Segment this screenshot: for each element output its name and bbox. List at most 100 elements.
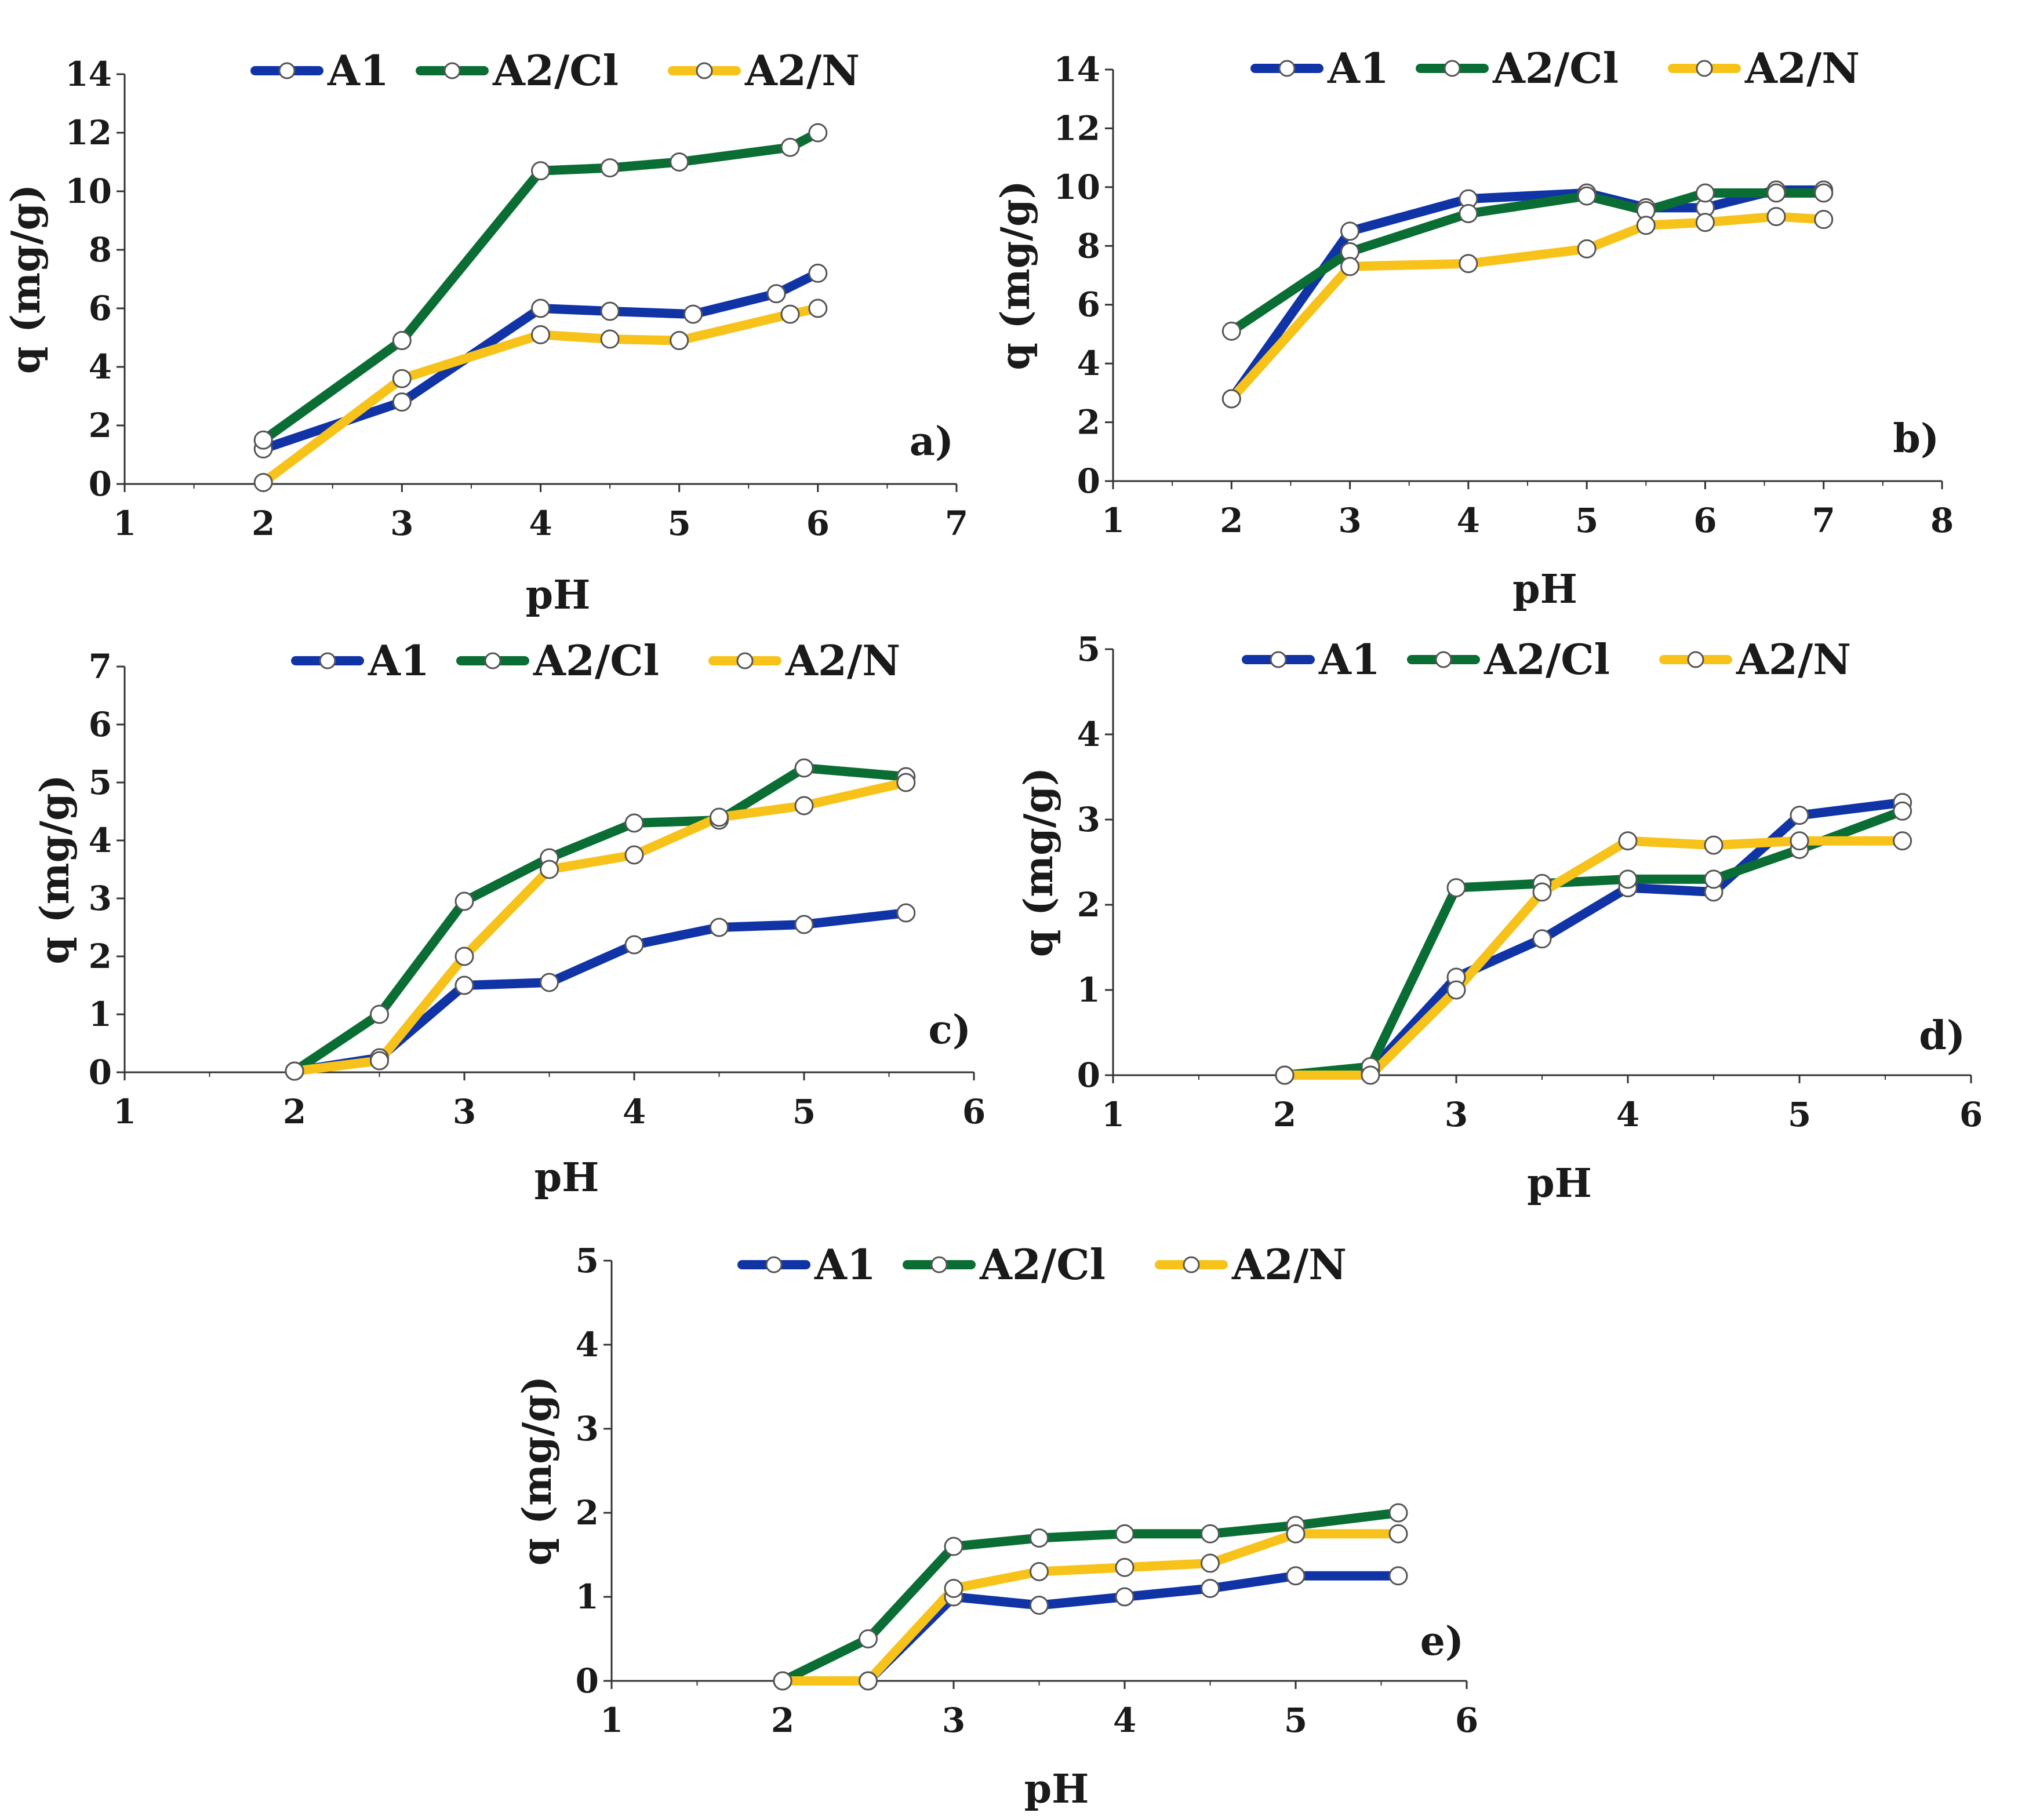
legend-label: A2/Cl [1483,635,1610,684]
data-point-a2-n [1388,1524,1408,1544]
legend: A1 A2/Cl A2/N [737,1240,1347,1289]
data-point-a2-n [600,329,620,349]
y-tick-label: 4 [89,347,112,387]
data-point-a2-n [1446,980,1466,1000]
x-tick-label: 6 [806,504,830,543]
legend-label: A2/N [1744,43,1860,93]
data-point-a2-n [1577,239,1597,259]
data-point-a1 [454,975,474,995]
panel-tag: e) [1420,1618,1464,1665]
panel-tag: b) [1893,416,1939,462]
legend-label: A2/N [1231,1240,1347,1289]
data-point-a2-n [773,1671,792,1691]
data-point-a2-n [710,807,729,827]
x-tick-label: 2 [1220,501,1243,540]
data-point-a2-cl [370,1004,389,1024]
y-axis-title: q (mg/g) [992,180,1039,370]
data-point-a2-cl [1459,204,1478,223]
data-point-a1 [1340,221,1360,241]
data-point-a2-n [670,331,689,351]
data-point-a1 [1030,1596,1049,1615]
y-tick-label: 6 [89,705,112,744]
data-point-a2-cl [944,1537,963,1556]
x-tick-label: 4 [529,504,552,543]
data-point-a1 [1388,1566,1408,1586]
data-point-a1 [1115,1587,1135,1607]
legend-marker [484,652,501,669]
data-point-a2-n [1459,254,1478,274]
data-point-a1 [392,392,412,412]
y-tick-label: 2 [1077,403,1100,442]
data-point-a2-n [944,1579,963,1598]
series-line-a2-cl [778,1508,1403,1686]
data-point-a1 [808,263,828,283]
data-point-a2-cl [1704,869,1724,889]
data-point-a2-cl [1030,1528,1049,1548]
data-point-a1 [600,301,620,321]
legend-marker [1183,1256,1200,1273]
legend-label: A2/Cl [979,1240,1106,1289]
x-axis-title: pH [535,1155,599,1201]
data-point-a2-cl [454,891,474,911]
x-tick-label: 6 [1959,1095,1983,1134]
data-point-a2-cl [859,1629,878,1648]
series-line-a2-cl [290,763,911,1076]
x-tick-label: 5 [1284,1701,1307,1740]
legend-label: A2/N [744,46,860,95]
data-point-a2-n [1618,831,1638,851]
data-point-a2-cl [1201,1524,1220,1544]
x-axis-title: pH [1024,1766,1089,1812]
data-point-a2-n [1814,210,1834,230]
x-tick-label: 5 [792,1092,816,1131]
data-point-a2-cl [808,123,828,143]
legend-marker [736,652,754,669]
x-tick-label: 7 [1812,501,1835,540]
x-tick-label: 5 [667,504,690,543]
data-point-a2-n [531,325,550,344]
data-point-a2-n [1704,835,1724,855]
legend-label: A2/N [1736,635,1851,684]
data-point-a1 [1286,1566,1306,1586]
data-point-a1 [1201,1579,1220,1598]
data-point-a2-n [1636,216,1656,235]
y-tick-label: 12 [1053,108,1100,148]
data-point-a2-n [1201,1553,1220,1573]
data-point-a2-n [392,369,412,388]
data-point-a2-cl [624,813,644,833]
legend-marker [930,1256,948,1273]
y-tick-label: 5 [89,763,112,802]
x-tick-label: 3 [390,504,413,543]
y-tick-label: 2 [89,406,112,445]
series-line-a2-n [778,1529,1403,1686]
data-point-a2-n [1115,1557,1135,1577]
x-tick-label: 6 [1455,1701,1478,1740]
data-point-a1 [683,304,703,324]
y-axis-title: q (mg/g) [3,184,49,374]
data-point-a2-n [624,845,644,865]
data-point-a1 [1790,806,1809,825]
data-point-a2-n [1221,389,1241,409]
y-tick-label: 0 [1077,461,1100,501]
data-point-a2-cl [1766,183,1786,203]
y-tick-label: 1 [1077,970,1100,1010]
x-tick-label: 3 [1445,1095,1468,1134]
panel-tag: a) [910,418,954,465]
data-point-a2-cl [253,430,273,450]
x-tick-label: 2 [252,504,275,543]
data-point-a2-n [859,1671,878,1691]
legend: A1 A2/Cl A2/N [1242,635,1851,684]
data-point-a2-n [253,472,273,492]
y-tick-label: 0 [89,464,112,504]
series-line-a2-n [290,778,911,1076]
legend-marker [319,652,336,669]
y-tick-label: 1 [576,1577,599,1617]
legend-label: A1 [368,636,430,685]
data-point-a1 [1532,929,1552,949]
y-axis-title: q (mg/g) [1016,767,1062,957]
x-tick-label: 4 [1616,1095,1639,1134]
data-point-a1 [540,973,559,992]
legend-marker [1278,60,1296,77]
x-tick-label: 8 [1930,501,1954,540]
data-point-a2-n [896,773,916,792]
